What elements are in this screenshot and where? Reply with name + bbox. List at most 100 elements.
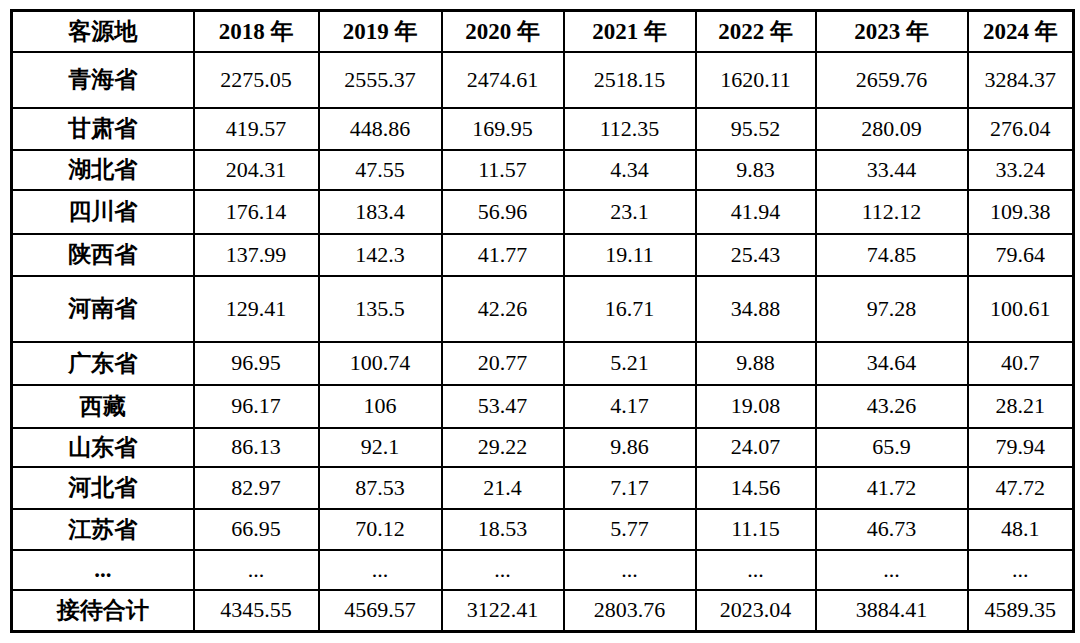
value-cell: 9.83 (696, 150, 816, 190)
value-cell: 53.47 (442, 385, 564, 428)
column-header-source: 客源地 (12, 11, 194, 52)
value-cell: 1620.11 (696, 52, 816, 108)
value-cell: 42.26 (442, 276, 564, 342)
column-header-year: 2020 年 (442, 11, 564, 52)
value-cell: 176.14 (194, 190, 319, 234)
value-cell: 276.04 (968, 108, 1074, 150)
value-cell: 3122.41 (442, 590, 564, 632)
row-label: 河南省 (12, 276, 194, 342)
row-label: ... (12, 550, 194, 590)
value-cell: 5.77 (564, 509, 696, 550)
value-cell: 95.52 (696, 108, 816, 150)
row-label: 四川省 (12, 190, 194, 234)
column-header-year: 2021 年 (564, 11, 696, 52)
value-cell: 2518.15 (564, 52, 696, 108)
value-cell: 7.17 (564, 467, 696, 509)
table-row: 广东省96.95100.7420.775.219.8834.6440.7 (12, 342, 1074, 385)
value-cell: 2275.05 (194, 52, 319, 108)
value-cell: 33.44 (816, 150, 968, 190)
column-header-year: 2023 年 (816, 11, 968, 52)
table-row: 湖北省204.3147.5511.574.349.8333.4433.24 (12, 150, 1074, 190)
value-cell: 47.72 (968, 467, 1074, 509)
value-cell: 43.26 (816, 385, 968, 428)
table-row: 青海省2275.052555.372474.612518.151620.1126… (12, 52, 1074, 108)
value-cell: 19.08 (696, 385, 816, 428)
value-cell: 34.64 (816, 342, 968, 385)
row-label: 江苏省 (12, 509, 194, 550)
value-cell: 142.3 (319, 234, 442, 276)
table-row: 陕西省137.99142.341.7719.1125.4374.8579.64 (12, 234, 1074, 276)
value-cell: ... (319, 550, 442, 590)
value-cell: 169.95 (442, 108, 564, 150)
value-cell: 112.35 (564, 108, 696, 150)
value-cell: 25.43 (696, 234, 816, 276)
value-cell: 97.28 (816, 276, 968, 342)
value-cell: 29.22 (442, 428, 564, 467)
value-cell: 9.86 (564, 428, 696, 467)
value-cell: 82.97 (194, 467, 319, 509)
column-header-year: 2024 年 (968, 11, 1074, 52)
value-cell: 4589.35 (968, 590, 1074, 632)
value-cell: 3284.37 (968, 52, 1074, 108)
value-cell: 34.88 (696, 276, 816, 342)
table-row: 四川省176.14183.456.9623.141.94112.12109.38 (12, 190, 1074, 234)
table-row: 河北省82.9787.5321.47.1714.5641.7247.72 (12, 467, 1074, 509)
value-cell: 280.09 (816, 108, 968, 150)
value-cell: 11.57 (442, 150, 564, 190)
value-cell: 65.9 (816, 428, 968, 467)
value-cell: 92.1 (319, 428, 442, 467)
total-row: 接待合计4345.554569.573122.412803.762023.043… (12, 590, 1074, 632)
value-cell: 48.1 (968, 509, 1074, 550)
value-cell: 100.61 (968, 276, 1074, 342)
document-page: 客源地2018 年2019 年2020 年2021 年2022 年2023 年2… (0, 0, 1080, 643)
value-cell: 137.99 (194, 234, 319, 276)
row-label: 西藏 (12, 385, 194, 428)
value-cell: 183.4 (319, 190, 442, 234)
value-cell: 70.12 (319, 509, 442, 550)
table-row: 甘肃省419.57448.86169.95112.3595.52280.0927… (12, 108, 1074, 150)
value-cell: 112.12 (816, 190, 968, 234)
value-cell: 74.85 (816, 234, 968, 276)
value-cell: 79.94 (968, 428, 1074, 467)
row-label: 山东省 (12, 428, 194, 467)
column-header-year: 2022 年 (696, 11, 816, 52)
value-cell: 5.21 (564, 342, 696, 385)
header-row: 客源地2018 年2019 年2020 年2021 年2022 年2023 年2… (12, 11, 1074, 52)
value-cell: 16.71 (564, 276, 696, 342)
value-cell: 79.64 (968, 234, 1074, 276)
value-cell: 20.77 (442, 342, 564, 385)
table-row: 山东省86.1392.129.229.8624.0765.979.94 (12, 428, 1074, 467)
value-cell: 106 (319, 385, 442, 428)
column-header-year: 2019 年 (319, 11, 442, 52)
value-cell: 96.17 (194, 385, 319, 428)
value-cell: 18.53 (442, 509, 564, 550)
total-row-label: 接待合计 (12, 590, 194, 632)
value-cell: 33.24 (968, 150, 1074, 190)
value-cell: 9.88 (696, 342, 816, 385)
visitor-source-table: 客源地2018 年2019 年2020 年2021 年2022 年2023 年2… (10, 9, 1075, 633)
value-cell: 21.4 (442, 467, 564, 509)
row-label: 河北省 (12, 467, 194, 509)
value-cell: 56.96 (442, 190, 564, 234)
value-cell: 3884.41 (816, 590, 968, 632)
value-cell: 87.53 (319, 467, 442, 509)
value-cell: 86.13 (194, 428, 319, 467)
value-cell: 2023.04 (696, 590, 816, 632)
value-cell: 14.56 (696, 467, 816, 509)
value-cell: 41.94 (696, 190, 816, 234)
value-cell: 66.95 (194, 509, 319, 550)
value-cell: 419.57 (194, 108, 319, 150)
value-cell: 129.41 (194, 276, 319, 342)
value-cell: 4.17 (564, 385, 696, 428)
row-label: 陕西省 (12, 234, 194, 276)
value-cell: 23.1 (564, 190, 696, 234)
value-cell: 41.77 (442, 234, 564, 276)
value-cell: 24.07 (696, 428, 816, 467)
table-row: 江苏省66.9570.1218.535.7711.1546.7348.1 (12, 509, 1074, 550)
value-cell: ... (442, 550, 564, 590)
value-cell: ... (194, 550, 319, 590)
value-cell: ... (816, 550, 968, 590)
row-label: 湖北省 (12, 150, 194, 190)
value-cell: 41.72 (816, 467, 968, 509)
value-cell: 19.11 (564, 234, 696, 276)
